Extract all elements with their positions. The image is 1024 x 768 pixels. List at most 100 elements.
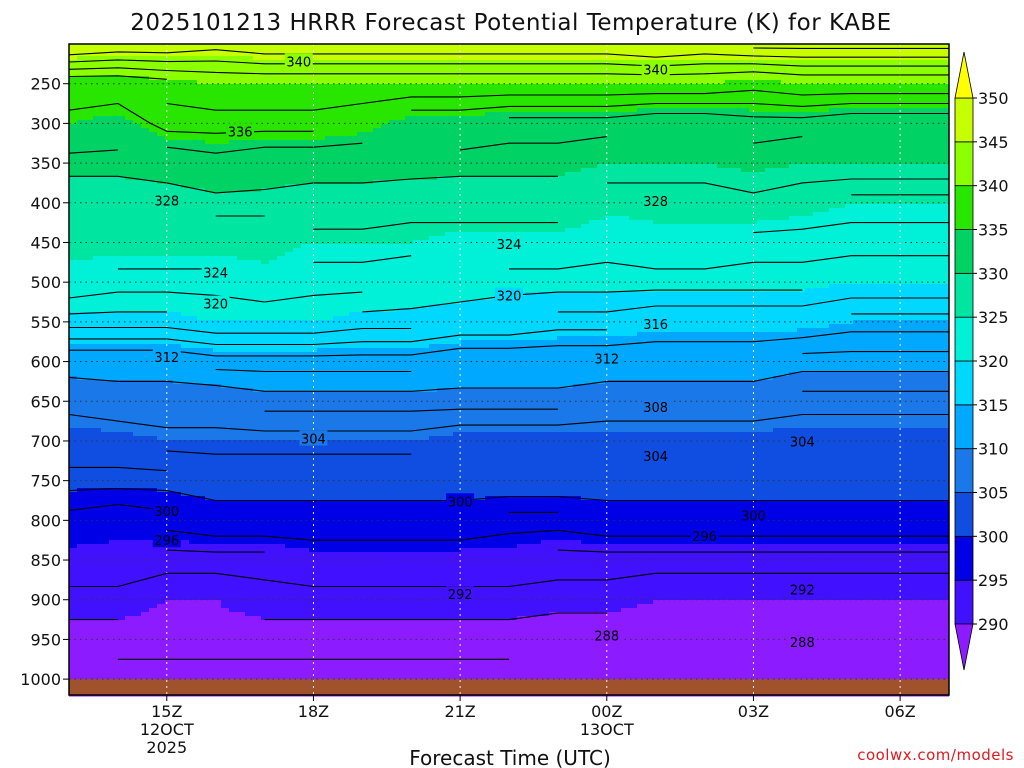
theta-fill-cell <box>69 456 949 461</box>
theta-fill-cell <box>69 412 949 417</box>
theta-fill-cell <box>525 292 949 297</box>
theta-fill-cell <box>69 424 949 429</box>
theta-fill-cell <box>221 600 653 605</box>
theta-fill-cell <box>565 172 949 177</box>
theta-fill-cell <box>69 248 293 253</box>
contour-label-bg <box>284 53 313 69</box>
theta-fill-cell <box>789 164 949 169</box>
theta-fill-cell <box>69 576 949 581</box>
theta-fill-cell <box>445 232 949 237</box>
theta-fill-cell <box>829 284 949 289</box>
theta-fill-cell <box>453 432 949 437</box>
contour-label-text: 296 <box>692 530 717 545</box>
theta-fill-cell <box>69 148 949 153</box>
theta-fill-cell <box>69 428 101 433</box>
theta-fill-cell <box>69 236 429 241</box>
theta-fill-cell <box>69 224 581 229</box>
contour-line <box>69 331 949 357</box>
theta-fill-cell <box>581 224 949 229</box>
theta-fill-cell <box>357 132 949 137</box>
contour-label-text: 288 <box>594 629 619 644</box>
contour-line <box>69 466 167 472</box>
colorbar-segment <box>954 229 974 274</box>
theta-fill-cell <box>789 216 949 221</box>
contour-label-text: 300 <box>741 510 766 525</box>
theta-fill-cell <box>133 432 453 437</box>
contour-line <box>68 136 803 154</box>
theta-fill-cell <box>157 436 429 441</box>
y-tick-label: 450 <box>30 233 61 252</box>
contour-label-text: 288 <box>790 636 815 651</box>
theta-fill-cell <box>69 204 845 209</box>
contour-label-text: 296 <box>154 534 179 549</box>
theta-fill-cell <box>69 588 949 593</box>
theta-fill-cell <box>69 64 949 69</box>
theta-fill-cell <box>69 340 461 345</box>
theta-fill-cell <box>541 540 581 545</box>
theta-fill-cell <box>69 296 493 301</box>
y-tick-label: 250 <box>30 75 61 94</box>
theta-fill-cell <box>605 380 949 385</box>
contour-label-bg <box>446 586 475 602</box>
colorbar-label: 300 <box>978 527 1009 546</box>
theta-fill-cell <box>565 228 949 233</box>
theta-fill-cell <box>69 656 949 661</box>
contour-label: 308 <box>641 398 670 416</box>
contour-label: 304 <box>788 433 817 451</box>
theta-fill-cell <box>69 676 949 681</box>
theta-fill-cell <box>213 348 317 353</box>
theta-fill-cell <box>69 116 93 121</box>
theta-fill-cell <box>829 208 949 213</box>
theta-fill-cell <box>69 260 261 265</box>
contour-label-bg <box>739 507 768 523</box>
theta-fill-cell <box>69 492 181 497</box>
theta-fill-cell <box>69 252 285 257</box>
theta-fill-cell <box>69 528 949 533</box>
contour-label-text: 300 <box>448 495 473 510</box>
contour-label: 292 <box>446 586 475 603</box>
theta-fill-cell <box>829 324 949 329</box>
contour-line <box>166 529 949 541</box>
theta-fill-cell <box>69 496 205 501</box>
contour-label: 288 <box>788 633 817 651</box>
theta-fill-cell <box>549 612 949 617</box>
theta-fill-cell <box>69 480 949 485</box>
y-tick-label: 400 <box>30 194 61 213</box>
theta-fill-cell <box>133 120 389 125</box>
theta-fill-cell <box>69 328 797 333</box>
theta-fill-cell <box>229 608 621 613</box>
contour-label-text: 316 <box>643 318 668 333</box>
contour-label: 340 <box>641 61 670 78</box>
theta-fill-cell <box>69 384 221 389</box>
theta-fill-cell <box>589 220 653 225</box>
theta-fill-cell <box>317 348 949 353</box>
theta-fill-cell <box>389 120 949 125</box>
contour-label-bg <box>641 61 670 77</box>
contour-label-text: 340 <box>286 55 311 70</box>
theta-fill-cell <box>581 168 741 173</box>
theta-fill-cell <box>69 120 77 125</box>
contour-label-text: 324 <box>203 267 228 282</box>
theta-fill-cell <box>69 524 949 529</box>
theta-fill-cell <box>69 476 949 481</box>
theta-fill-cell <box>181 344 429 349</box>
theta-fill-cell <box>333 316 949 321</box>
theta-fill-cell <box>429 236 949 241</box>
colorbar-label: 340 <box>978 177 1009 196</box>
contour-line <box>166 89 949 111</box>
theta-fill-cell <box>765 168 949 173</box>
theta-fill-cell <box>293 248 949 253</box>
theta-fill-cell <box>853 320 949 325</box>
colorbar-label: 350 <box>978 89 1009 108</box>
theta-fill-cell <box>181 184 285 189</box>
x-tick-label: 00Z <box>591 702 622 721</box>
theta-fill-cell <box>325 136 949 141</box>
theta-fill-cell <box>69 180 157 185</box>
theta-fill-cell <box>69 316 197 321</box>
contour-line <box>68 67 949 76</box>
theta-fill-cell <box>781 80 949 85</box>
y-tick-label: 750 <box>30 472 61 491</box>
contour-line <box>264 390 949 412</box>
contour-line <box>313 194 949 230</box>
